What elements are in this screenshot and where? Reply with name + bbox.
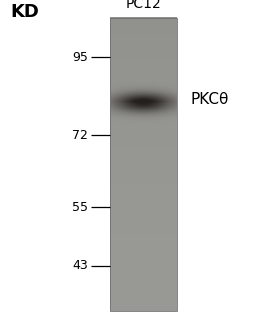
Text: 95: 95 <box>72 51 88 64</box>
Bar <box>110 18 177 311</box>
Text: KD: KD <box>10 3 39 21</box>
Text: 43: 43 <box>72 259 88 272</box>
Text: PC12: PC12 <box>125 0 161 11</box>
Text: 55: 55 <box>72 200 88 214</box>
Text: 72: 72 <box>72 129 88 142</box>
Text: PKCθ: PKCθ <box>191 92 229 107</box>
